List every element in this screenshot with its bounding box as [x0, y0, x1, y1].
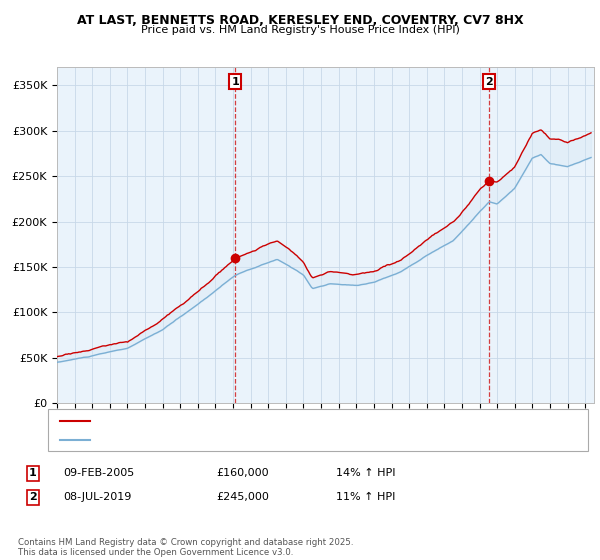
Text: 11% ↑ HPI: 11% ↑ HPI — [336, 492, 395, 502]
Text: 08-JUL-2019: 08-JUL-2019 — [63, 492, 131, 502]
Text: 1: 1 — [29, 468, 37, 478]
Text: 09-FEB-2005: 09-FEB-2005 — [63, 468, 134, 478]
Text: 14% ↑ HPI: 14% ↑ HPI — [336, 468, 395, 478]
Text: HPI: Average price, semi-detached house, Coventry: HPI: Average price, semi-detached house,… — [96, 436, 341, 445]
Text: AT LAST, BENNETTS ROAD, KERESLEY END, COVENTRY, CV7 8HX: AT LAST, BENNETTS ROAD, KERESLEY END, CO… — [77, 14, 523, 27]
Text: 1: 1 — [232, 77, 239, 87]
Text: £160,000: £160,000 — [216, 468, 269, 478]
Text: Price paid vs. HM Land Registry's House Price Index (HPI): Price paid vs. HM Land Registry's House … — [140, 25, 460, 35]
Text: Contains HM Land Registry data © Crown copyright and database right 2025.
This d: Contains HM Land Registry data © Crown c… — [18, 538, 353, 557]
Text: 2: 2 — [29, 492, 37, 502]
Text: 2: 2 — [485, 77, 493, 87]
Text: AT LAST, BENNETTS ROAD, KERESLEY END, COVENTRY, CV7 8HX (semi-detached house): AT LAST, BENNETTS ROAD, KERESLEY END, CO… — [96, 417, 514, 426]
Text: £245,000: £245,000 — [216, 492, 269, 502]
